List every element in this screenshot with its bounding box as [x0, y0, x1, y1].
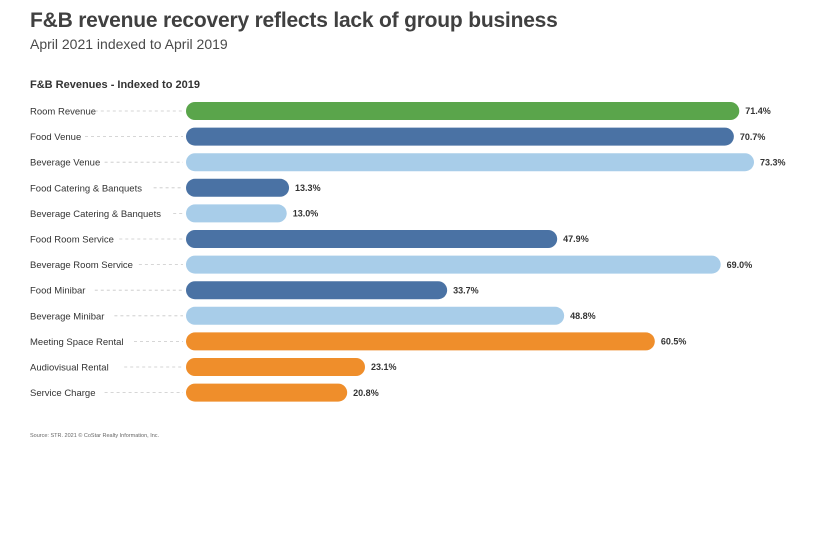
- bar-chart: Room Revenue 71.4% Food Venue 70.7% Beverage…: [30, 102, 786, 402]
- bar: [186, 178, 290, 197]
- bar: [186, 332, 655, 351]
- bar: [186, 281, 448, 300]
- category-label: Food Catering & Banquets: [30, 183, 142, 194]
- bar: [186, 127, 734, 146]
- bar: [186, 306, 565, 325]
- category-label: Beverage Room Service: [30, 260, 133, 271]
- bar: [186, 102, 740, 120]
- value-label: 60.5%: [661, 337, 687, 347]
- bar: [186, 358, 366, 376]
- category-label: Food Room Service: [30, 235, 114, 246]
- value-label: 69.0%: [727, 260, 753, 270]
- category-label: Service Charge: [30, 388, 95, 399]
- bar: [186, 153, 754, 172]
- value-label: 23.1%: [371, 362, 397, 372]
- source-note: Source: STR. 2021 © CoStar Realty Inform…: [30, 433, 160, 439]
- bar: [186, 230, 558, 248]
- value-label: 13.0%: [293, 209, 319, 219]
- value-label: 70.7%: [740, 132, 766, 142]
- bar: [186, 204, 287, 223]
- value-label: 48.8%: [570, 311, 596, 321]
- bar: [186, 383, 348, 402]
- value-label: 13.3%: [295, 183, 321, 193]
- category-label: Beverage Venue: [30, 158, 100, 169]
- category-label: Room Revenue: [30, 107, 96, 118]
- value-label: 71.4%: [745, 106, 771, 116]
- value-label: 20.8%: [353, 388, 379, 398]
- value-label: 33.7%: [453, 285, 479, 295]
- category-label: Beverage Catering & Banquets: [30, 209, 161, 220]
- category-label: Beverage Minibar: [30, 311, 104, 322]
- chart-subtitle: April 2021 indexed to April 2019: [30, 36, 228, 52]
- bar: [186, 255, 721, 274]
- category-label: Food Venue: [30, 132, 81, 143]
- chart-title: F&B revenue recovery reflects lack of gr…: [30, 9, 558, 32]
- chart-heading: F&B Revenues - Indexed to 2019: [30, 79, 200, 91]
- value-label: 47.9%: [563, 234, 589, 244]
- category-label: Meeting Space Rental: [30, 337, 123, 348]
- category-label: Audiovisual Rental: [30, 363, 109, 374]
- category-label: Food Minibar: [30, 286, 85, 297]
- value-label: 73.3%: [760, 157, 786, 167]
